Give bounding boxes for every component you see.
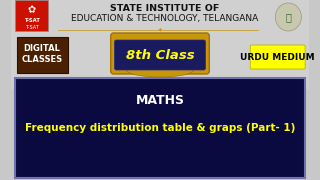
Text: ✦: ✦ [158,28,162,33]
Text: EDUCATION & TECHNOLOGY, TELANGANA: EDUCATION & TECHNOLOGY, TELANGANA [71,14,258,22]
Text: STATE INSTITUTE OF: STATE INSTITUTE OF [110,3,219,12]
FancyBboxPatch shape [15,78,305,178]
FancyBboxPatch shape [250,45,305,69]
Ellipse shape [126,63,194,77]
Text: 8th Class: 8th Class [126,48,194,62]
FancyBboxPatch shape [17,37,68,73]
FancyBboxPatch shape [115,40,205,70]
Circle shape [275,3,301,31]
Text: MATHS: MATHS [135,93,185,107]
FancyBboxPatch shape [111,33,209,74]
Text: ✿: ✿ [28,5,36,15]
Text: T-SAT: T-SAT [24,17,40,22]
Text: 🌿: 🌿 [285,12,291,22]
Text: URDU MEDIUM: URDU MEDIUM [240,53,315,62]
FancyBboxPatch shape [15,0,48,30]
Text: Frequency distribution table & graps (Part- 1): Frequency distribution table & graps (Pa… [25,123,295,133]
Text: DIGITAL
CLASSES: DIGITAL CLASSES [21,44,62,64]
FancyBboxPatch shape [11,0,309,90]
Text: T·SAT: T·SAT [25,24,38,30]
